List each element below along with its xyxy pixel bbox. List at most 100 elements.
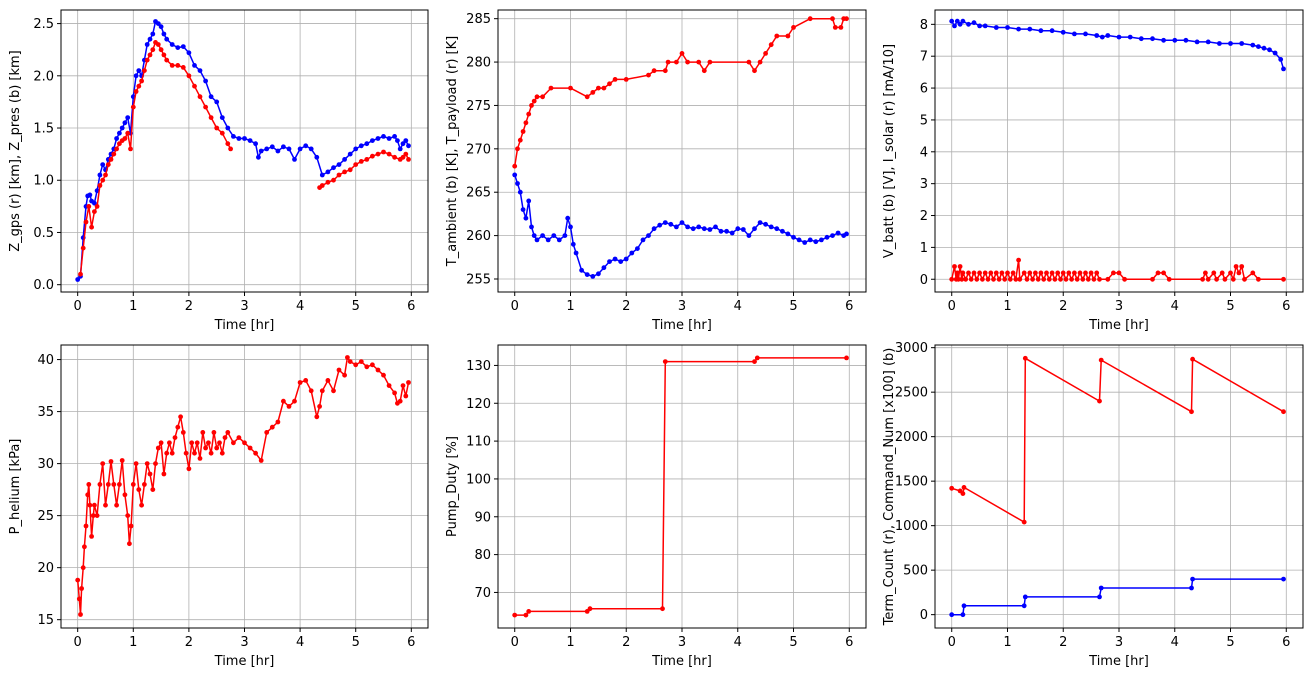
y-axis-label: Z_gps (r) [km], Z_pres (b) [km]: [8, 50, 23, 252]
data-point: [86, 204, 92, 209]
data-point: [308, 388, 314, 394]
data-point: [331, 177, 336, 183]
y-tick-label: 80: [474, 548, 491, 563]
data-point: [180, 65, 186, 70]
data-point: [966, 21, 971, 27]
data-point: [1013, 276, 1019, 282]
data-point: [1098, 585, 1104, 591]
data-point: [707, 227, 713, 232]
data-point: [142, 68, 147, 73]
data-point: [568, 224, 573, 230]
data-point: [1072, 31, 1077, 37]
data-point: [838, 25, 844, 30]
data-point: [646, 72, 651, 78]
data-point: [336, 162, 342, 168]
data-point: [949, 18, 955, 24]
data-point: [403, 393, 409, 399]
data-point: [1066, 270, 1072, 276]
data-point: [403, 151, 409, 157]
data-point: [353, 362, 359, 368]
data-point: [1027, 270, 1033, 276]
y-tick-label: 40: [37, 353, 54, 368]
y-tick-label: 30: [37, 457, 54, 472]
x-tick-label: 5: [789, 299, 797, 314]
data-point: [971, 270, 977, 276]
data-point: [80, 245, 86, 251]
data-point: [956, 276, 961, 282]
data-point: [253, 450, 258, 456]
data-point: [565, 215, 571, 221]
data-point: [178, 414, 184, 420]
x-axis-label: Time [hr]: [1088, 318, 1149, 333]
data-point: [534, 237, 540, 243]
data-point: [952, 264, 957, 269]
x-tick-label: 1: [566, 299, 574, 314]
data-point: [103, 172, 108, 178]
data-point: [1035, 276, 1041, 282]
data-point: [701, 226, 707, 232]
data-point: [1049, 270, 1055, 276]
data-point: [674, 59, 679, 65]
data-point: [988, 270, 994, 276]
data-point: [1189, 585, 1194, 591]
data-point: [960, 270, 966, 276]
y-tick-label: 280: [466, 56, 491, 71]
y-tick-label: 8: [920, 18, 928, 33]
data-point: [258, 458, 264, 463]
data-point: [949, 612, 955, 618]
data-point: [76, 596, 82, 602]
data-point: [985, 276, 991, 282]
data-point: [531, 98, 537, 104]
data-point: [108, 459, 114, 464]
data-point: [607, 259, 612, 264]
data-point: [175, 63, 181, 68]
data-point: [161, 31, 167, 37]
data-point: [1166, 276, 1172, 282]
data-point: [517, 189, 523, 195]
data-point: [1183, 37, 1189, 43]
data-point: [512, 612, 518, 618]
data-point: [1155, 270, 1161, 276]
data-point: [1138, 36, 1144, 42]
data-point: [1060, 29, 1066, 35]
x-tick-label: 1: [566, 635, 574, 650]
series-line-blue: [513, 174, 847, 278]
data-point: [392, 390, 397, 396]
data-point: [996, 276, 1002, 282]
data-point: [400, 383, 406, 388]
data-point: [523, 612, 529, 618]
x-tick-label: 2: [1059, 635, 1067, 650]
data-point: [208, 115, 214, 120]
data-point: [1098, 357, 1104, 363]
y-tick-label: 1000: [895, 519, 928, 534]
data-point: [303, 378, 309, 383]
data-point: [92, 200, 97, 206]
data-point: [980, 276, 985, 282]
data-point: [1097, 594, 1102, 600]
data-point: [1094, 270, 1100, 276]
data-point: [203, 445, 209, 451]
x-axis-label: Time [hr]: [214, 654, 275, 669]
data-point: [161, 52, 167, 58]
data-point: [830, 16, 835, 22]
x-tick-label: 0: [948, 299, 956, 314]
x-tick-label: 2: [622, 299, 630, 314]
x-tick-label: 6: [845, 299, 853, 314]
y-tick-label: 275: [466, 99, 491, 114]
data-point: [119, 458, 125, 463]
data-point: [1281, 66, 1286, 72]
data-point: [180, 44, 186, 49]
data-point: [1002, 276, 1008, 282]
data-point: [512, 172, 518, 178]
data-point: [381, 149, 386, 155]
x-tick-label: 2: [622, 635, 630, 650]
data-point: [957, 264, 963, 269]
data-point: [679, 220, 685, 226]
x-tick-label: 3: [678, 635, 686, 650]
data-point: [325, 179, 331, 185]
data-point: [370, 362, 375, 368]
data-point: [286, 146, 292, 152]
data-point: [724, 228, 729, 234]
data-point: [526, 198, 532, 204]
x-tick-label: 0: [74, 635, 82, 650]
